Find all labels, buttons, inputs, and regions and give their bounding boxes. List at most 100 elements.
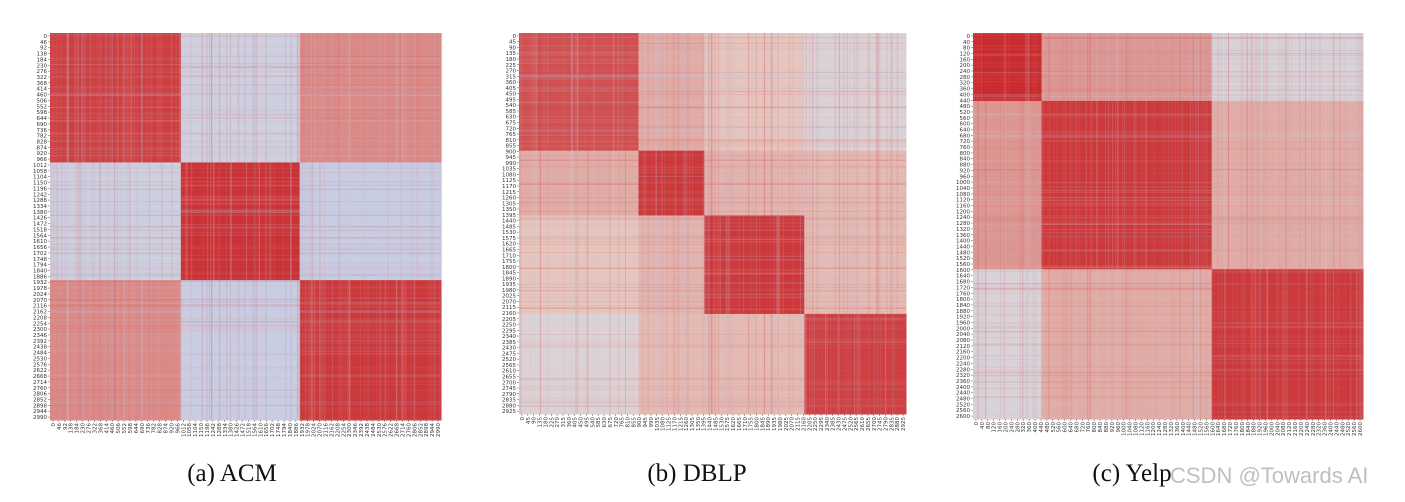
panel-dblp: 0 45 90 135 180 225 270 315 360 405 450 495 540 585 63… xyxy=(468,0,936,502)
y-tick-label: 1360 xyxy=(956,233,970,239)
x-tick-label: 1890 xyxy=(766,417,772,431)
y-tick-label: 1610 xyxy=(33,239,47,245)
y-tick-label: 1288 xyxy=(33,198,47,204)
y-tick-label: 1640 xyxy=(956,274,970,280)
x-tick-label: 2565 xyxy=(854,417,860,431)
x-tick-label: 2700 xyxy=(872,417,878,431)
x-tick-label: 2400 xyxy=(1329,422,1335,436)
y-tick-label: 2250 xyxy=(502,323,516,329)
x-tick-label: 240 xyxy=(1009,422,1015,433)
x-tick-label: 765 xyxy=(620,417,626,428)
x-tick-label: 1840 xyxy=(288,423,294,437)
x-tick-label: 920 xyxy=(1110,422,1116,433)
y-tick-label: 2208 xyxy=(33,315,47,321)
y-tick-label: 90 xyxy=(509,45,516,51)
y-tick-label: 720 xyxy=(506,126,517,132)
x-tick-label: 880 xyxy=(1104,422,1110,433)
x-tick-label: 1620 xyxy=(731,417,737,431)
x-tick-label: 2610 xyxy=(860,417,866,431)
x-tick-label: 405 xyxy=(573,417,579,428)
y-tick-label: 320 xyxy=(960,81,971,87)
x-tick-label: 1656 xyxy=(264,423,270,437)
x-tick-label: 1120 xyxy=(1139,422,1145,436)
x-tick-label: 630 xyxy=(602,417,608,428)
x-tick-label: 480 xyxy=(1045,422,1051,433)
heatmap-block-0-0 xyxy=(973,33,1043,102)
y-tick-label: 184 xyxy=(37,57,48,63)
y-tick-label: 1935 xyxy=(502,282,516,288)
y-tick-label: 1472 xyxy=(33,222,47,228)
y-tick-label: 1334 xyxy=(33,204,47,210)
y-tick-label: 270 xyxy=(506,69,517,75)
y-tick-label: 1035 xyxy=(502,167,516,173)
x-tick-label: 720 xyxy=(1080,422,1086,433)
heatmap-block-1-1 xyxy=(180,162,301,281)
x-tick-label: 540 xyxy=(590,417,596,428)
y-tick-label: 1040 xyxy=(956,186,970,192)
x-tick-label: 1702 xyxy=(270,423,276,437)
y-tick-label: 46 xyxy=(40,40,47,46)
y-tick-label: 920 xyxy=(37,151,48,157)
x-tick-label: 1320 xyxy=(1169,422,1175,436)
y-tick-label: 1440 xyxy=(502,219,516,225)
x-tick-label: 2240 xyxy=(1305,422,1311,436)
x-tick-label: 828 xyxy=(158,423,164,434)
y-tick-label: 2115 xyxy=(502,305,516,311)
y-tick-label: 560 xyxy=(960,116,971,122)
x-tick-label: 1600 xyxy=(1210,422,1216,436)
x-tick-label: 990 xyxy=(649,417,655,428)
y-tick-label: 920 xyxy=(960,168,971,174)
y-tick-label: 2295 xyxy=(502,328,516,334)
x-tick-label: 1160 xyxy=(1145,422,1151,436)
x-tick-label: 280 xyxy=(1015,422,1021,433)
y-tick-label: 1080 xyxy=(502,172,516,178)
x-tick-label: 1280 xyxy=(1163,422,1169,436)
x-tick-label: 2115 xyxy=(796,417,802,431)
x-tick-label: 1800 xyxy=(1240,422,1246,436)
x-tick-label: 120 xyxy=(992,422,998,433)
x-tick-label: 270 xyxy=(555,417,561,428)
x-tick-label: 1800 xyxy=(754,417,760,431)
y-tick-label: 720 xyxy=(960,139,971,145)
heatmap-block-0-0 xyxy=(519,33,640,152)
x-tick-label: 1080 xyxy=(1134,422,1140,436)
y-tick-label: 1426 xyxy=(33,216,47,222)
x-tick-label: 1104 xyxy=(193,423,199,437)
y-tick-label: 2205 xyxy=(502,317,516,323)
x-tick-label: 1564 xyxy=(252,423,258,437)
y-tick-label: 360 xyxy=(506,80,517,86)
x-tick-label: 2560 xyxy=(1352,422,1358,436)
x-tick-label: 1720 xyxy=(1228,422,1234,436)
y-tick-label: 460 xyxy=(37,93,48,99)
y-tick-label: 2760 xyxy=(33,386,47,392)
x-tick-label: 2160 xyxy=(801,417,807,431)
heatmap-block-1-2 xyxy=(1211,100,1364,270)
x-tick-label: 900 xyxy=(637,417,643,428)
y-tick-label: 2430 xyxy=(502,346,516,352)
y-tick-label: 2852 xyxy=(33,397,47,403)
y-tick-label: 1845 xyxy=(502,271,516,277)
y-tick-label: 2714 xyxy=(33,380,47,386)
y-tick-label: 1840 xyxy=(956,303,970,309)
y-tick-label: 2300 xyxy=(33,327,47,333)
y-tick-label: 450 xyxy=(506,92,517,98)
heatmap-block-0-1 xyxy=(1041,33,1213,102)
panel-yelp: 0 40 80 120 160 200 240 280 320 360 400 440 480 520 56… xyxy=(936,0,1405,502)
y-tick-label: 1978 xyxy=(33,286,47,292)
x-tick-label: 1960 xyxy=(1264,422,1270,436)
heatmap-texture xyxy=(50,33,443,420)
y-tick-label: 1755 xyxy=(502,259,516,265)
x-tick-label: 180 xyxy=(543,417,549,428)
x-tick-label: 1665 xyxy=(737,417,743,431)
y-tick-label: 0 xyxy=(513,34,517,40)
y-tick-label: 405 xyxy=(506,86,517,92)
x-tick-label: 720 xyxy=(614,417,620,428)
x-tick-label: 1845 xyxy=(760,417,766,431)
y-tick-label: 2560 xyxy=(956,408,970,414)
caption-dblp: (b) DBLP xyxy=(647,460,747,487)
x-tick-label: 2000 xyxy=(1269,422,1275,436)
heatmap-block-1-3 xyxy=(804,150,907,216)
y-tick-label: 1800 xyxy=(956,297,970,303)
x-tick-label: 1125 xyxy=(667,417,673,431)
x-tick-label: 2116 xyxy=(323,423,329,437)
